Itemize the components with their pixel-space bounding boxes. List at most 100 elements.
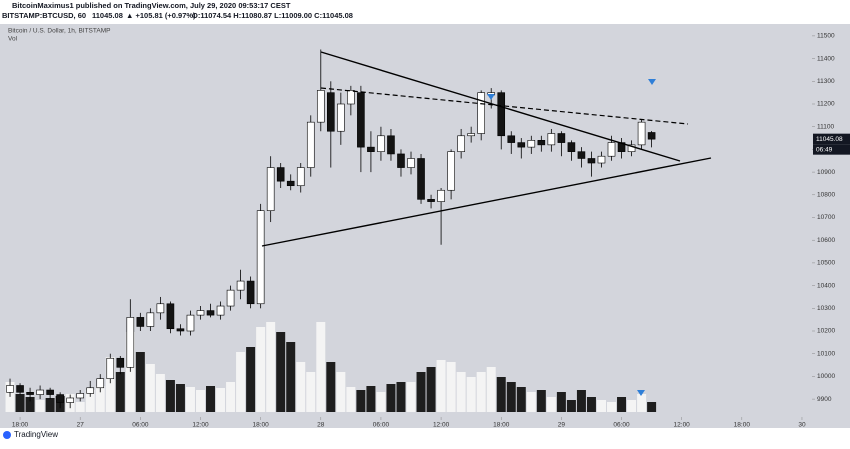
candle-body bbox=[347, 90, 355, 105]
x-tick-label: 18:00 bbox=[253, 422, 270, 429]
ohlc: O:11074.54 H:11080.87 L:11009.00 C:11045… bbox=[192, 11, 353, 20]
volume-bar bbox=[446, 362, 456, 412]
x-tick-label: 29 bbox=[558, 422, 566, 429]
volume-bar bbox=[316, 322, 326, 412]
candle-body bbox=[357, 92, 365, 148]
y-tick-label: 10400 bbox=[817, 282, 835, 289]
volume-bar bbox=[195, 390, 205, 412]
annotations bbox=[261, 51, 712, 396]
volume-bar bbox=[175, 384, 185, 412]
y-tick-label: 10100 bbox=[817, 350, 835, 357]
candle-body bbox=[196, 310, 205, 316]
volume-bar bbox=[637, 394, 647, 412]
candle-body bbox=[226, 289, 235, 307]
volume-bar bbox=[266, 322, 276, 412]
x-tick-label: 18:00 bbox=[12, 422, 29, 429]
x-tick-label: 12:00 bbox=[433, 422, 450, 429]
candle-body bbox=[286, 180, 295, 187]
candle-body bbox=[126, 317, 135, 368]
volume-bar bbox=[25, 397, 35, 412]
candle-body bbox=[367, 146, 375, 152]
candle-body bbox=[76, 393, 84, 399]
candle-body bbox=[567, 142, 576, 152]
volume-bar bbox=[647, 402, 657, 412]
x-tick-label: 30 bbox=[798, 422, 806, 429]
volume-bar bbox=[526, 392, 536, 412]
volume-bar bbox=[356, 390, 366, 412]
y-tick-label: 10900 bbox=[817, 169, 835, 176]
last-price-box bbox=[813, 133, 850, 145]
volume-bar bbox=[416, 372, 426, 412]
y-tick-label: 10000 bbox=[817, 373, 835, 380]
volume-bar bbox=[336, 372, 346, 412]
volume-bar bbox=[206, 386, 216, 412]
candle-body bbox=[56, 394, 64, 403]
volume-bar bbox=[476, 372, 486, 412]
trendline bbox=[320, 87, 689, 125]
volume-bar bbox=[386, 384, 396, 412]
candle-body bbox=[587, 158, 596, 164]
symbol: BITSTAMP:BTCUSD, 60 bbox=[2, 11, 86, 20]
y-tick-label: 10300 bbox=[817, 305, 835, 312]
x-tick-label: 27 bbox=[77, 422, 85, 429]
volume-bar bbox=[617, 397, 627, 412]
candle-body bbox=[66, 397, 74, 403]
volume-bar bbox=[596, 400, 606, 412]
candle-body bbox=[176, 328, 185, 332]
x-tick-label: 12:00 bbox=[674, 422, 691, 429]
volume-bar bbox=[165, 380, 175, 412]
x-tick-label: 06:00 bbox=[373, 422, 390, 429]
volume-label: Vol bbox=[8, 36, 18, 43]
candle-body bbox=[417, 158, 425, 200]
candle-body bbox=[517, 142, 526, 148]
change: ▲ +105.81 (+0.97%) bbox=[126, 11, 196, 20]
y-tick-label: 10600 bbox=[817, 237, 835, 244]
candle-body bbox=[296, 167, 305, 187]
volume-bar bbox=[85, 390, 95, 412]
y-tick-label: 11500 bbox=[817, 33, 835, 40]
candle-body bbox=[457, 135, 465, 152]
volume-bar bbox=[5, 382, 15, 412]
candle-body bbox=[597, 155, 606, 164]
candle-body bbox=[577, 151, 586, 159]
volume-bar bbox=[406, 382, 416, 412]
volume-bar bbox=[466, 377, 476, 412]
volume-bar bbox=[286, 342, 296, 412]
candle-body bbox=[427, 199, 435, 202]
volume-bar bbox=[185, 387, 195, 412]
marks: 9900 10000 10100 10200 10300 10400 10500 10600 1… bbox=[5, 33, 850, 429]
candle-body bbox=[557, 133, 566, 143]
candle-body bbox=[16, 385, 24, 393]
candle-body bbox=[547, 133, 556, 146]
price: 11045.08 bbox=[92, 11, 123, 20]
candle-body bbox=[467, 133, 475, 137]
candle-body bbox=[647, 132, 656, 140]
volume-bar bbox=[256, 327, 266, 412]
candle-body bbox=[377, 135, 385, 152]
volume-bar bbox=[566, 400, 576, 412]
volume-bar bbox=[556, 392, 566, 412]
y-tick-label: 11300 bbox=[817, 78, 835, 85]
volume-bar bbox=[125, 332, 135, 412]
candle-body bbox=[206, 310, 215, 316]
y-tick-label: 10700 bbox=[817, 214, 835, 221]
volume-bar bbox=[15, 394, 25, 412]
x-tick-label: 28 bbox=[317, 422, 325, 429]
candle-body bbox=[36, 389, 44, 395]
candle-body bbox=[397, 153, 405, 168]
volume-bar bbox=[75, 402, 85, 412]
y-tick-label: 11100 bbox=[817, 123, 834, 130]
countdown-label: 06:49 bbox=[816, 146, 833, 153]
logo: TradingView bbox=[3, 430, 58, 439]
x-tick-label: 06:00 bbox=[132, 422, 149, 429]
x-tick-label: 12:00 bbox=[192, 422, 209, 429]
candle-body bbox=[96, 378, 105, 389]
candle-body bbox=[497, 92, 506, 137]
candle-body bbox=[136, 317, 145, 327]
volume-bar bbox=[135, 352, 145, 412]
volume-bar bbox=[496, 377, 506, 412]
candle-body bbox=[527, 140, 536, 148]
trendline bbox=[320, 51, 681, 162]
candle-body bbox=[327, 92, 335, 132]
